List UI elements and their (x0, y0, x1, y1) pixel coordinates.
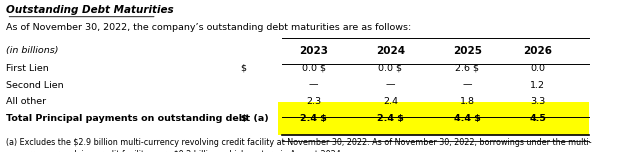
Text: All other: All other (6, 97, 47, 106)
Text: First Lien: First Lien (6, 64, 49, 73)
Text: $: $ (240, 114, 246, 123)
Text: 2025: 2025 (452, 46, 482, 56)
Text: 2.4 $: 2.4 $ (377, 114, 404, 123)
Text: 0.0 $: 0.0 $ (378, 64, 403, 73)
Text: 1.8: 1.8 (460, 97, 475, 106)
Text: 2026: 2026 (523, 46, 552, 56)
Text: currency revolving credit facility were $0.2 billion, which mature in August 202: currency revolving credit facility were … (6, 150, 344, 152)
Text: 2.4 $: 2.4 $ (300, 114, 327, 123)
Text: Second Lien: Second Lien (6, 81, 64, 90)
Text: 1.2: 1.2 (530, 81, 545, 90)
Text: 0.0: 0.0 (530, 64, 545, 73)
Text: 4.5: 4.5 (529, 114, 546, 123)
Text: (a) Excludes the $2.9 billion multi-currency revolving credit facility at Novemb: (a) Excludes the $2.9 billion multi-curr… (6, 138, 592, 147)
Text: 2.3: 2.3 (306, 97, 321, 106)
Text: $: $ (240, 64, 246, 73)
Text: —: — (463, 81, 472, 90)
Text: (in billions): (in billions) (6, 46, 59, 55)
Text: 0.0 $: 0.0 $ (301, 64, 326, 73)
Text: 3.3: 3.3 (530, 97, 545, 106)
Text: 2.6 $: 2.6 $ (455, 64, 479, 73)
Text: As of November 30, 2022, the company’s outstanding debt maturities are as follow: As of November 30, 2022, the company’s o… (6, 23, 412, 32)
Text: —: — (309, 81, 318, 90)
Text: Total Principal payments on outstanding debt (a): Total Principal payments on outstanding … (6, 114, 269, 123)
Text: Outstanding Debt Maturities: Outstanding Debt Maturities (6, 5, 174, 15)
Text: —: — (386, 81, 395, 90)
Text: 2024: 2024 (376, 46, 405, 56)
Text: 4.4 $: 4.4 $ (454, 114, 481, 123)
Text: 2.4: 2.4 (383, 97, 398, 106)
Text: 2023: 2023 (299, 46, 328, 56)
